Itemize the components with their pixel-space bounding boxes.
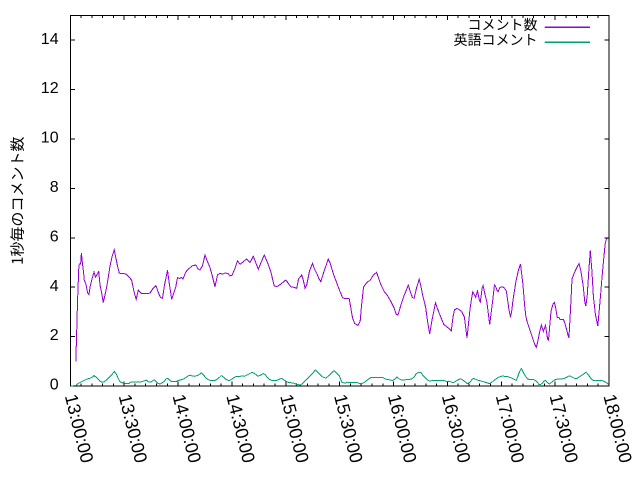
svg-text:12: 12 bbox=[41, 80, 59, 97]
svg-text:6: 6 bbox=[50, 228, 59, 245]
svg-text:0: 0 bbox=[50, 377, 59, 394]
svg-text:14: 14 bbox=[41, 31, 59, 48]
svg-text:4: 4 bbox=[50, 278, 59, 295]
svg-text:2: 2 bbox=[50, 327, 59, 344]
svg-text:8: 8 bbox=[50, 179, 59, 196]
svg-text:10: 10 bbox=[41, 130, 59, 147]
